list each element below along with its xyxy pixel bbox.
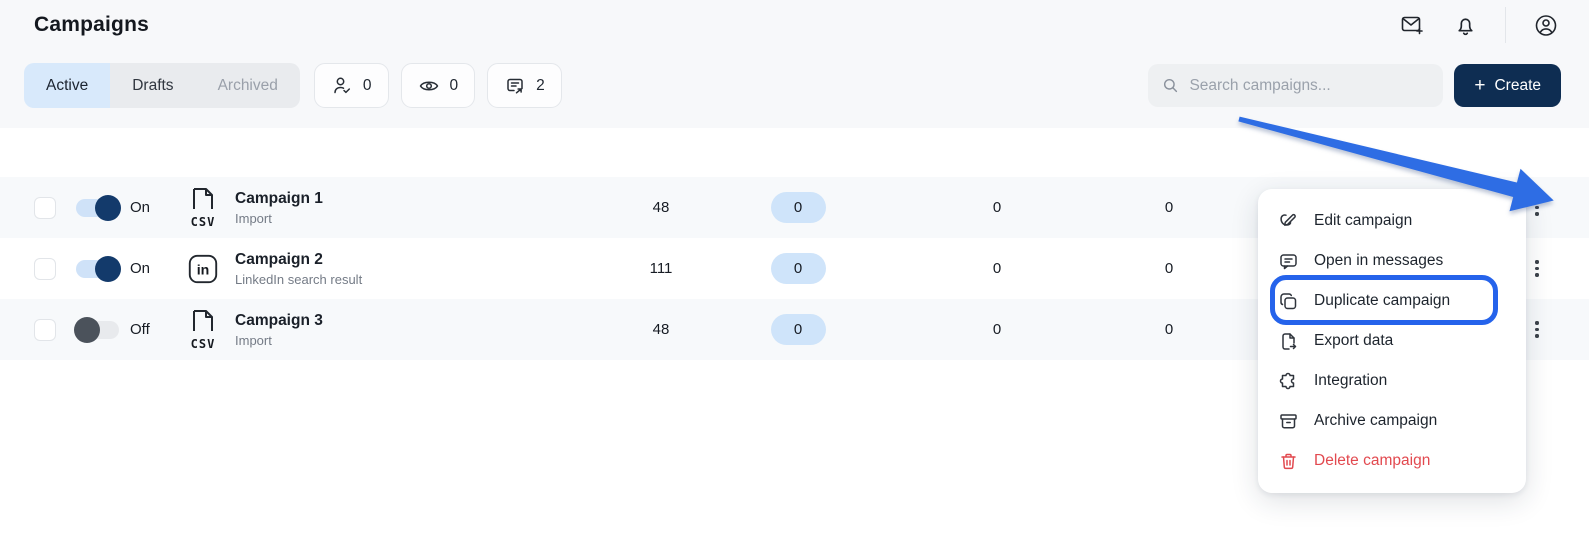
- row-context-menu: Edit campaign Open in messages Duplicate…: [1258, 189, 1526, 493]
- campaign-name: Campaign 2: [235, 250, 323, 268]
- csv-file-icon: CSV: [186, 309, 220, 351]
- stat-views: 0: [992, 260, 1002, 277]
- menu-item-integration[interactable]: Integration: [1258, 361, 1526, 401]
- menu-item-duplicate-campaign[interactable]: Duplicate campaign: [1258, 281, 1526, 321]
- toggle-state-label: On: [130, 199, 151, 216]
- views-count: 0: [449, 76, 459, 94]
- tab-archived[interactable]: Archived: [195, 63, 300, 108]
- archive-box-icon: [1280, 413, 1297, 429]
- row-checkbox[interactable]: [34, 196, 56, 219]
- plus-icon: +: [1474, 75, 1486, 96]
- replies-stat-chip[interactable]: 2: [487, 63, 562, 108]
- status-badge: 0: [770, 253, 826, 284]
- stat-views: 0: [992, 321, 1002, 338]
- integration-puzzle-icon: [1279, 372, 1295, 389]
- menu-item-open-in-messages[interactable]: Open in messages: [1258, 241, 1526, 281]
- toolbar-right: + Create: [1148, 64, 1561, 107]
- notifications-bell-icon[interactable]: [1452, 12, 1478, 38]
- create-campaign-button[interactable]: + Create: [1454, 64, 1561, 107]
- app-header: Campaigns: [0, 0, 1589, 50]
- status-badge: 0: [770, 314, 826, 345]
- campaign-source: Import: [235, 210, 272, 226]
- search-campaigns-input[interactable]: [1189, 76, 1430, 95]
- connections-count: 0: [362, 76, 372, 94]
- tab-drafts[interactable]: Drafts: [110, 63, 196, 108]
- row-checkbox[interactable]: [34, 318, 56, 341]
- table-row[interactable]: On in Campaign 2 LinkedIn search result …: [0, 238, 1589, 299]
- csv-file-icon: CSV: [186, 187, 220, 229]
- menu-item-archive-campaign[interactable]: Archive campaign: [1258, 401, 1526, 441]
- views-stat-chip[interactable]: 0: [400, 63, 476, 108]
- messages-icon: [1280, 253, 1297, 269]
- row-checkbox[interactable]: [34, 257, 56, 280]
- campaign-name: Campaign 1: [235, 189, 323, 207]
- header-divider: [1505, 7, 1506, 43]
- campaign-toggle[interactable]: [74, 316, 119, 343]
- stat-contacts: 48: [652, 199, 670, 216]
- toggle-state-label: On: [130, 260, 151, 277]
- new-message-mail-icon[interactable]: [1399, 12, 1425, 38]
- stat-views: 0: [992, 199, 1002, 216]
- search-box: [1148, 64, 1444, 107]
- status-tabs: Active Drafts Archived: [24, 63, 300, 108]
- row-menu-button[interactable]: [1522, 254, 1552, 282]
- export-file-icon: [1282, 332, 1297, 350]
- search-icon: [1164, 78, 1178, 93]
- menu-item-delete-campaign[interactable]: Delete campaign: [1258, 441, 1526, 481]
- header-actions: [1399, 7, 1559, 43]
- stat-chips: 0 0 2: [313, 63, 562, 108]
- toggle-state-label: Off: [130, 321, 150, 338]
- menu-item-export-data[interactable]: Export data: [1258, 321, 1526, 361]
- trash-icon: [1281, 453, 1296, 469]
- row-menu-button[interactable]: [1522, 315, 1552, 343]
- replies-count: 2: [536, 76, 545, 94]
- stat-contacts: 48: [652, 321, 670, 338]
- campaign-name: Campaign 3: [235, 311, 323, 329]
- linkedin-icon: in: [186, 251, 220, 287]
- svg-text:CSV: CSV: [191, 337, 216, 351]
- campaign-source: LinkedIn search result: [235, 271, 363, 287]
- campaign-source: Import: [235, 332, 272, 348]
- person-check-icon: [334, 77, 350, 93]
- row-menu-button[interactable]: [1522, 193, 1552, 221]
- svg-text:CSV: CSV: [191, 215, 216, 229]
- campaigns-toolbar: Active Drafts Archived 0: [0, 63, 1589, 108]
- campaign-toggle[interactable]: [76, 194, 121, 221]
- connections-stat-chip[interactable]: 0: [313, 63, 389, 108]
- top-section: Campaigns: [0, 0, 1589, 128]
- stat-replies: 0: [1164, 199, 1174, 216]
- table-header-gap: [0, 128, 1589, 177]
- campaign-toggle[interactable]: [76, 255, 121, 282]
- svg-text:in: in: [197, 262, 210, 278]
- edit-pencil-icon: [1280, 213, 1296, 226]
- menu-item-edit-campaign[interactable]: Edit campaign: [1258, 201, 1526, 241]
- stat-replies: 0: [1164, 321, 1174, 338]
- stat-contacts: 111: [649, 260, 673, 277]
- status-badge: 0: [770, 192, 826, 223]
- account-avatar-icon[interactable]: [1533, 12, 1559, 38]
- message-send-icon: [507, 78, 523, 94]
- tab-active[interactable]: Active: [24, 63, 111, 108]
- duplicate-copy-icon: [1280, 292, 1297, 309]
- page-title: Campaigns: [34, 13, 149, 36]
- stat-replies: 0: [1164, 260, 1174, 277]
- eye-icon: [419, 81, 438, 90]
